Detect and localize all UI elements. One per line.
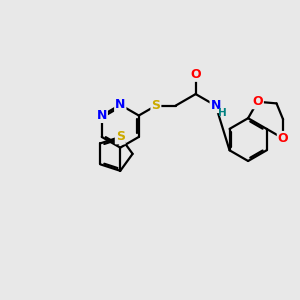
Text: O: O bbox=[278, 132, 288, 145]
Text: N: N bbox=[97, 109, 107, 122]
Text: S: S bbox=[116, 130, 125, 143]
Text: O: O bbox=[190, 68, 201, 81]
Text: S: S bbox=[152, 99, 160, 112]
Text: O: O bbox=[252, 95, 263, 108]
Text: N: N bbox=[115, 98, 125, 111]
Text: N: N bbox=[211, 99, 221, 112]
Text: H: H bbox=[218, 108, 227, 118]
